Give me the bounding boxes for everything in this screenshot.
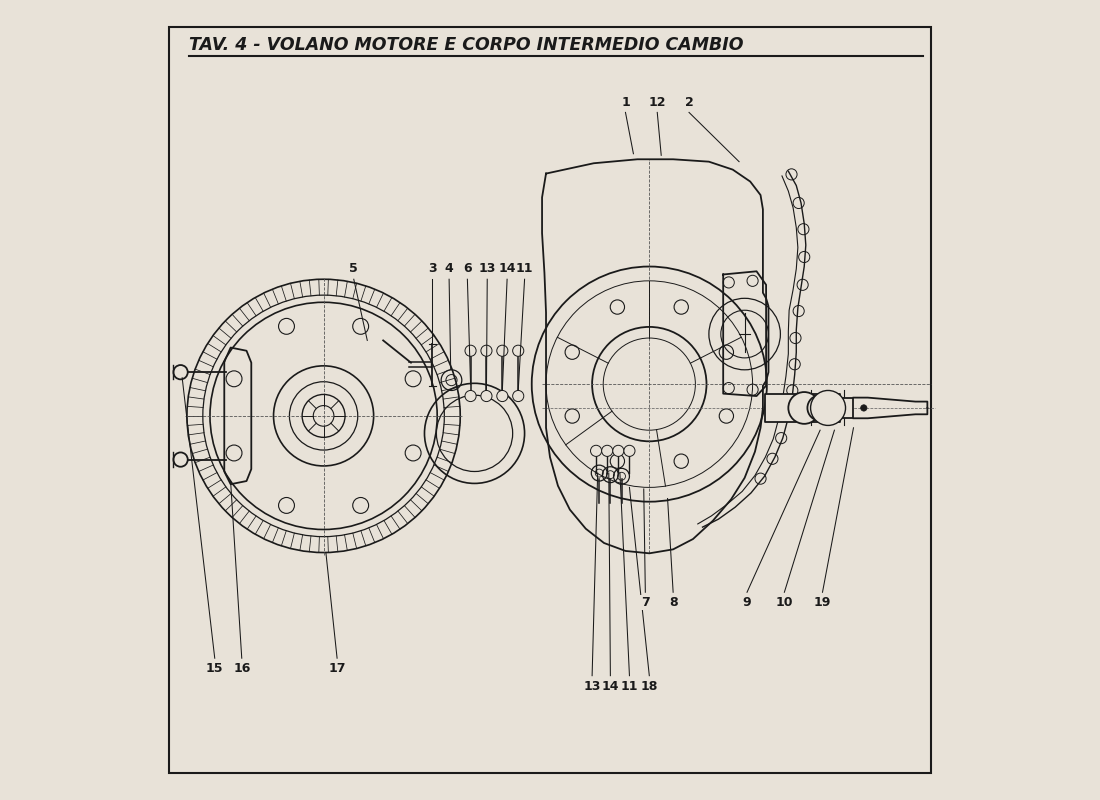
- Circle shape: [591, 446, 602, 457]
- Circle shape: [497, 390, 508, 402]
- Text: 5: 5: [350, 262, 359, 275]
- Circle shape: [497, 345, 508, 356]
- Text: 4: 4: [444, 262, 453, 275]
- Circle shape: [513, 390, 524, 402]
- Text: 17: 17: [328, 662, 345, 675]
- Text: 14: 14: [498, 262, 516, 275]
- Text: TAV. 4 - VOLANO MOTORE E CORPO INTERMEDIO CAMBIO: TAV. 4 - VOLANO MOTORE E CORPO INTERMEDI…: [188, 37, 742, 54]
- Text: 15: 15: [206, 662, 223, 675]
- Text: 18: 18: [640, 679, 658, 693]
- Text: 7: 7: [641, 596, 650, 609]
- Circle shape: [602, 446, 613, 457]
- Circle shape: [174, 365, 188, 379]
- Circle shape: [465, 345, 476, 356]
- Text: 13: 13: [478, 262, 496, 275]
- Text: 11: 11: [516, 262, 534, 275]
- Text: 12: 12: [649, 95, 666, 109]
- Circle shape: [481, 390, 492, 402]
- Text: 6: 6: [463, 262, 472, 275]
- Circle shape: [624, 446, 635, 457]
- Text: 10: 10: [776, 596, 793, 609]
- Text: 19: 19: [814, 596, 832, 609]
- Circle shape: [613, 446, 624, 457]
- Text: 1: 1: [621, 95, 630, 109]
- Text: 3: 3: [428, 262, 437, 275]
- Text: 9: 9: [742, 596, 751, 609]
- Circle shape: [465, 390, 476, 402]
- Text: 11: 11: [620, 679, 638, 693]
- Text: 8: 8: [669, 596, 678, 609]
- Circle shape: [811, 390, 846, 426]
- Text: 16: 16: [233, 662, 251, 675]
- Text: 2: 2: [684, 95, 693, 109]
- Text: 14: 14: [602, 679, 619, 693]
- Circle shape: [513, 345, 524, 356]
- Circle shape: [860, 405, 867, 411]
- Circle shape: [807, 395, 833, 421]
- Circle shape: [789, 392, 821, 424]
- Circle shape: [481, 345, 492, 356]
- Text: 13: 13: [583, 679, 601, 693]
- Circle shape: [174, 453, 188, 466]
